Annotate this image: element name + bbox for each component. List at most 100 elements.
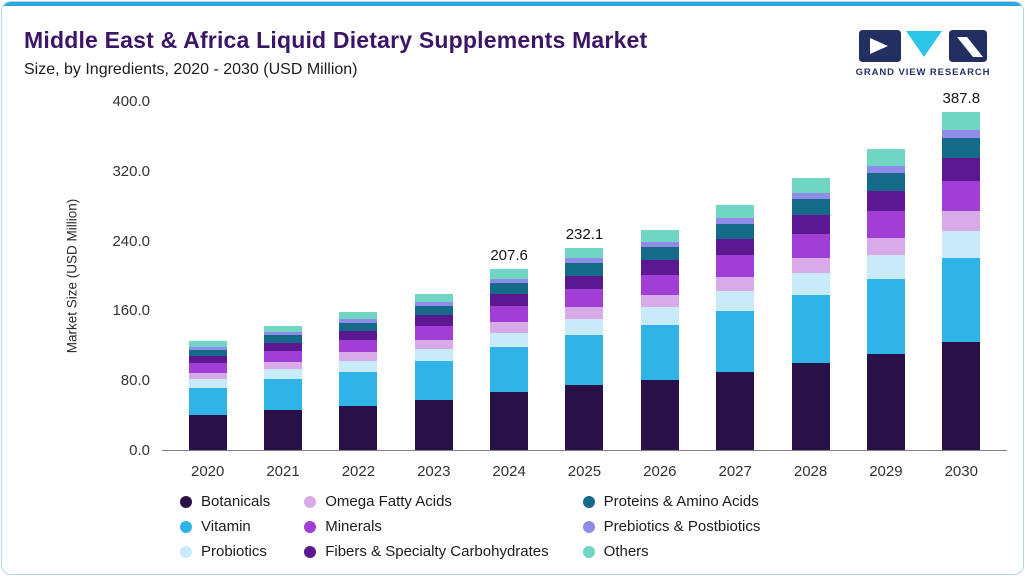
logo-text: GRAND VIEW RESEARCH	[855, 67, 991, 78]
bar-segment-proteins-amino-acids	[791, 198, 830, 216]
legend-item: Prebiotics & Postbiotics	[582, 518, 761, 535]
stacked-bar	[264, 325, 303, 450]
bar-segment-others	[339, 312, 378, 320]
bar-segment-others	[716, 205, 755, 219]
bar-group: 2020	[170, 102, 245, 480]
bar-segment-fibers-specialty-carbohydrates	[942, 158, 981, 182]
legend-item: Probiotics	[180, 543, 270, 560]
bar-segment-probiotics	[791, 273, 830, 296]
x-axis-label: 2027	[718, 463, 752, 480]
bar-segment-fibers-specialty-carbohydrates	[490, 293, 529, 307]
bar-segment-omega-fatty-acids	[640, 294, 679, 308]
logo-mark-icon	[859, 30, 987, 62]
bar-segment-proteins-amino-acids	[640, 247, 679, 261]
stacked-bar	[716, 205, 755, 450]
legend-dot	[582, 545, 595, 558]
x-axis-label: 2023	[417, 463, 451, 480]
legend-item: Proteins & Amino Acids	[582, 493, 761, 510]
bar-segment-botanicals	[866, 354, 905, 450]
legend-dot	[304, 520, 317, 533]
bar-segment-probiotics	[264, 369, 303, 380]
bar-segment-botanicals	[264, 410, 303, 450]
x-axis-label: 2029	[869, 463, 903, 480]
bar-segment-minerals	[490, 306, 529, 323]
bar-segment-proteins-amino-acids	[866, 172, 905, 191]
bar-segment-minerals	[414, 325, 453, 340]
legend-item: Fibers & Specialty Carbohydrates	[304, 543, 549, 560]
bar-group: 207.6 2024	[471, 102, 546, 480]
bar-segment-prebiotics-postbiotics	[414, 302, 453, 307]
legend-label: Minerals	[325, 518, 382, 535]
legend-item: Minerals	[304, 518, 548, 535]
bar-segment-omega-fatty-acids	[188, 372, 227, 380]
bar-segment-omega-fatty-acids	[414, 339, 453, 349]
bar-segment-proteins-amino-acids	[716, 224, 755, 239]
bar-segment-proteins-amino-acids	[565, 263, 604, 276]
bar-segment-vitamin	[866, 279, 905, 355]
bar-segment-vitamin	[791, 295, 830, 364]
chart-header: Middle East & Africa Liquid Dietary Supp…	[24, 27, 647, 79]
bar-segment-probiotics	[716, 291, 755, 311]
bar-segment-proteins-amino-acids	[490, 282, 529, 294]
bar-segment-others	[264, 325, 303, 332]
legend-item: Vitamin	[180, 518, 270, 535]
bar-segment-fibers-specialty-carbohydrates	[565, 275, 604, 290]
legend-label: Proteins & Amino Acids	[603, 493, 759, 510]
bar-segment-prebiotics-postbiotics	[264, 331, 303, 336]
bar-segment-others	[866, 149, 905, 166]
bar-segment-omega-fatty-acids	[942, 211, 981, 231]
bar-segment-botanicals	[640, 379, 679, 450]
bar-segment-botanicals	[414, 400, 453, 450]
bar-segment-proteins-amino-acids	[188, 349, 227, 357]
bar-segment-vitamin	[264, 379, 303, 411]
bar-segment-omega-fatty-acids	[565, 306, 604, 319]
bar-segment-others	[565, 247, 604, 259]
bar-segment-vitamin	[716, 310, 755, 372]
bar-segment-botanicals	[188, 415, 227, 450]
legend-label: Omega Fatty Acids	[325, 493, 452, 510]
bar-total-label: 232.1	[565, 225, 604, 243]
bar-segment-probiotics	[414, 348, 453, 362]
bar-segment-probiotics	[188, 379, 227, 389]
bar-segment-others	[188, 341, 227, 347]
x-axis-label: 2026	[643, 463, 677, 480]
y-tick-label: 80.0	[120, 372, 150, 390]
stacked-bar	[188, 341, 227, 450]
y-tick-label: 400.0	[112, 93, 150, 110]
stacked-bar	[490, 268, 529, 450]
legend-label: Fibers & Specialty Carbohydrates	[325, 543, 549, 560]
legend-label: Prebiotics & Postbiotics	[603, 518, 761, 535]
bar-segment-botanicals	[490, 392, 529, 450]
bar-segment-vitamin	[339, 371, 378, 406]
bar-segment-minerals	[339, 340, 378, 353]
bar-segment-omega-fatty-acids	[866, 237, 905, 256]
x-axis-label: 2028	[793, 463, 828, 480]
bar-segment-omega-fatty-acids	[791, 257, 830, 274]
bar-segment-minerals	[565, 289, 604, 307]
bar-segment-omega-fatty-acids	[716, 277, 755, 292]
stacked-bar	[791, 178, 830, 450]
legend-dot	[582, 495, 595, 508]
bar-segment-botanicals	[339, 405, 378, 450]
bar-segment-probiotics	[490, 332, 529, 348]
bar-segment-probiotics	[942, 230, 981, 258]
legend-label: Probiotics	[201, 543, 267, 560]
bar-segment-minerals	[716, 255, 755, 278]
bar-segment-vitamin	[188, 388, 227, 416]
bar-segment-prebiotics-postbiotics	[188, 346, 227, 350]
bar-segment-proteins-amino-acids	[414, 306, 453, 316]
bar-segment-others	[791, 178, 830, 193]
bar-segment-minerals	[942, 181, 981, 212]
stacked-bar	[339, 312, 378, 450]
x-axis-label: 2022	[341, 463, 376, 480]
bar-group: 2022	[321, 102, 396, 480]
legend-item: Omega Fatty Acids	[304, 493, 548, 510]
bar-segment-minerals	[866, 210, 905, 238]
bar-segment-vitamin	[414, 361, 453, 401]
bar-segment-omega-fatty-acids	[339, 352, 378, 361]
bar-segment-proteins-amino-acids	[942, 137, 981, 159]
bar-segment-vitamin	[565, 334, 604, 386]
bar-group: 2021	[245, 102, 320, 480]
y-axis-title: Market Size (USD Million)	[64, 198, 80, 354]
